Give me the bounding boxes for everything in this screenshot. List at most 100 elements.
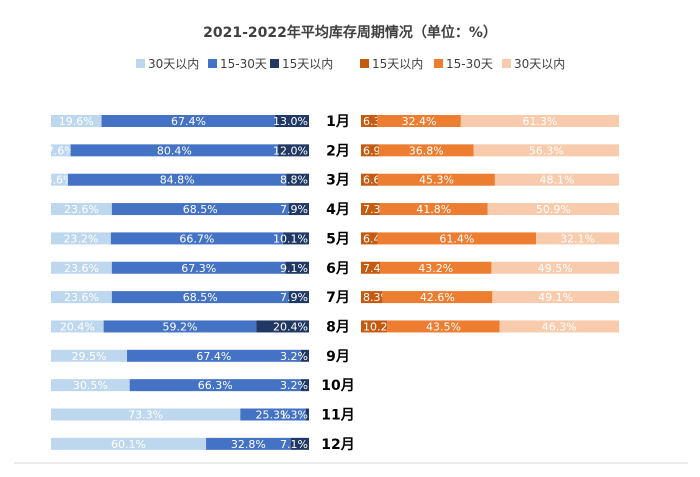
bar-right-seg-0: [361, 173, 379, 186]
bar-right-label-2: 46.3%: [542, 320, 577, 333]
month-label: 8月: [326, 319, 350, 335]
bar-left-seg-1: [129, 379, 301, 392]
bar-right-label-1: 43.5%: [426, 320, 461, 333]
bar-right-label-1: 45.3%: [419, 174, 454, 187]
bar-left-label-1: 66.7%: [179, 232, 214, 245]
bar-left-seg-1: [240, 408, 306, 421]
bar-left-seg-2: [305, 408, 309, 421]
bar-left-seg-1: [70, 144, 279, 157]
bar-right-seg-0: [361, 291, 383, 304]
bar-left-label-1: 67.4%: [171, 115, 206, 128]
bar-right-seg-0: [361, 144, 379, 157]
bar-left-label-1: 84.8%: [160, 174, 195, 187]
month-label: 7月: [326, 290, 350, 306]
bar-left-seg-0: [51, 291, 112, 304]
row-3: 3月6.6% 84.8% 8.8% 6.6% 45.3% 48.1%: [46, 173, 619, 189]
bar-right-label-1: 32.4%: [402, 115, 437, 128]
chart-title: 2021-2022年平均库存周期情况（单位：%）: [203, 24, 497, 41]
month-label: 6月: [326, 261, 350, 277]
legend-swatch-right-0: [360, 59, 369, 68]
bar-left-seg-1: [111, 203, 289, 216]
legend-swatch-left-1: [208, 59, 217, 68]
bar-right-seg-1: [377, 115, 461, 127]
bar-right-seg-2: [460, 115, 619, 127]
bar-right-label-2: 49.1%: [538, 291, 573, 304]
bar-left-seg-1: [111, 291, 289, 304]
bar-left-label-0: 23.6%: [64, 291, 99, 304]
bar-left-seg-0: [51, 349, 128, 362]
bar-right-label-2: 49.5%: [538, 262, 573, 275]
legend-label-left-2: 15天以内: [282, 57, 333, 71]
bar-left-label-1: 68.5%: [183, 291, 218, 304]
bar-left-label-1: 32.8%: [231, 438, 266, 451]
bar-left-seg-1: [110, 232, 283, 245]
legend: 30天以内 15-30天 15天以内 15天以内 15-30天 30天以内: [136, 57, 565, 71]
month-label: 1月: [326, 114, 350, 130]
bar-left-seg-0: [51, 115, 102, 127]
bar-left-seg-0: [51, 437, 207, 450]
bar-left-label-0: 60.1%: [111, 438, 146, 451]
bar-left-label-1: 59.2%: [163, 320, 198, 333]
bar-left-label-2: 7.9%: [280, 291, 308, 304]
bar-left-seg-0: [51, 320, 104, 333]
bar-right-seg-1: [378, 144, 474, 157]
bar-right-seg-2: [487, 203, 619, 216]
bar-left-seg-2: [282, 232, 309, 245]
bar-right-seg-1: [377, 232, 537, 245]
bar-left-seg-2: [290, 437, 309, 450]
bar-left-seg-0: [51, 261, 112, 274]
bar-right-seg-2: [499, 320, 619, 333]
bar-left-label-2: 7.9%: [280, 203, 308, 216]
bar-left-label-2: 3.2%: [280, 350, 308, 363]
bar-right-seg-2: [491, 261, 619, 274]
bar-left-seg-1: [206, 437, 291, 450]
row-12: 12月 60.1% 32.8% 7.1%: [51, 437, 355, 453]
bar-left-seg-0: [51, 232, 111, 245]
row-10: 10月 30.5% 66.3% 3.2%: [51, 378, 355, 394]
bar-right-label-1: 41.8%: [416, 203, 451, 216]
bar-right-seg-2: [494, 173, 619, 186]
legend-label-right-0: 15天以内: [372, 57, 423, 71]
bar-right-seg-2: [492, 291, 619, 304]
bar-left-label-2: 13.0%: [273, 115, 308, 128]
legend-swatch-left-0: [136, 59, 145, 68]
bar-left-label-1: 67.4%: [196, 350, 231, 363]
legend-label-right-2: 30天以内: [514, 57, 565, 71]
bar-left-seg-0: [51, 379, 130, 392]
bar-left-seg-1: [67, 173, 287, 186]
bar-left-seg-1: [111, 261, 286, 274]
bar-right-seg-0: [361, 115, 378, 127]
row-9: 9月 29.5% 67.4% 3.2%: [51, 349, 350, 365]
month-label: 5月: [326, 231, 350, 247]
bar-left-label-1: 80.4%: [157, 144, 192, 157]
legend-label-right-1: 15-30天: [446, 57, 493, 71]
month-label: 10月: [321, 378, 354, 394]
bar-left-label-0: 19.6%: [59, 115, 94, 128]
bar-right-seg-1: [387, 320, 500, 333]
bar-right-seg-0: [361, 232, 378, 245]
month-label: 9月: [326, 349, 350, 365]
bar-right-seg-0: [361, 320, 388, 333]
legend-swatch-right-2: [502, 59, 511, 68]
bar-left-seg-0: [51, 203, 112, 216]
bar-left-seg-0: [51, 408, 241, 421]
month-label: 2月: [326, 143, 350, 159]
month-label: 12月: [321, 437, 354, 453]
bar-left-seg-0: [51, 144, 71, 157]
row-11: 11月 73.3% 25.3%1.3%: [51, 408, 355, 424]
bar-right-label-2: 61.3%: [522, 115, 557, 128]
bar-left-seg-2: [288, 203, 309, 216]
bar-left-seg-2: [288, 291, 309, 304]
month-label: 11月: [321, 408, 354, 424]
row-2: 2月7.6% 80.4% 12.0% 6.9% 36.8% 56.3%: [47, 143, 619, 159]
bar-left-label-2: 1.3%: [280, 409, 308, 422]
bar-right-seg-0: [361, 261, 381, 274]
bar-right-label-2: 56.3%: [529, 144, 564, 157]
